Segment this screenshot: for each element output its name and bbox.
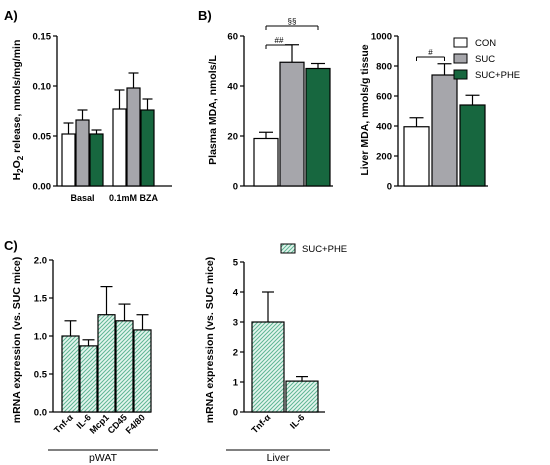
chart-c1-y-tick-label: 0.5 [34, 370, 48, 381]
chart-b-liver-mda: 0 200 400 600 800 1000 # [371, 32, 488, 193]
chart-c1-bar-2 [97, 314, 116, 413]
legend-swatch-con [453, 37, 468, 48]
chart-b1-bar-suc [279, 61, 305, 187]
chart-c2-y-tick-label: 1 [233, 378, 239, 389]
chart-a-bar-con-1 [112, 108, 127, 187]
chart-a-y-tick-label: 0.10 [33, 82, 52, 93]
chart-c2-y-tick-label: 2 [233, 348, 238, 359]
chart-c2-y-tick-label: 0 [233, 408, 238, 419]
legend-label-con: CON [475, 38, 496, 49]
chart-b2-sig-label: # [428, 48, 433, 57]
legend-swatch-suc-phe [453, 69, 468, 80]
chart-b-plasma-mda: 0 20 40 60 ## §§ [227, 17, 333, 193]
legend-bottom: SUC+PHE [280, 243, 347, 255]
chart-b1-sig-label: §§ [288, 17, 297, 26]
chart-b2-y-tick-label: 800 [376, 62, 392, 73]
legend-label-suc-phe-bottom: SUC+PHE [302, 244, 347, 255]
y-axis-title-a: H2O2 release, nmols/mg/min [11, 40, 25, 181]
chart-c1-category-label: CD45 [106, 412, 129, 435]
legend-label-suc: SUC [475, 54, 495, 65]
chart-a-bar-suc-phe-1 [140, 109, 155, 187]
chart-a-h2o2: 0.00 0.05 0.10 0.15 Basal 0.1mM BZA [33, 32, 172, 203]
chart-c2-y-tick-label: 3 [233, 318, 238, 329]
chart-b2-bar-con [403, 126, 430, 187]
panel-label-b: B) [198, 8, 212, 23]
chart-b1-sig-label: ## [275, 36, 284, 45]
chart-c1-group-label: pWAT [89, 452, 118, 464]
chart-a-category-label: 0.1mM BZA [109, 193, 159, 203]
chart-c1-category-label: Tnf-α [52, 412, 75, 435]
chart-c2-y-tick-label: 4 [233, 288, 239, 299]
chart-b2-y-tick-label: 200 [376, 152, 392, 163]
chart-c-liver: 0 1 2 3 4 5 Tnf-α IL-6 Liver [226, 258, 330, 464]
chart-b1-y-tick-label: 0 [233, 182, 238, 193]
chart-a-y-tick-label: 0.00 [33, 182, 52, 193]
chart-b2-y-tick-label: 1000 [371, 32, 392, 43]
panel-label-a: A) [4, 8, 18, 23]
y-axis-title-b1: Plasma MDA, nmols/L [207, 55, 219, 165]
chart-c1-bar-0 [61, 335, 80, 413]
y-axis-title-c1: mRNA expression (vs. SUC mice) [11, 257, 23, 424]
chart-b2-bar-suc [431, 74, 458, 187]
legend-top: CON SUC SUC+PHE [453, 37, 520, 81]
legend-swatch-suc [453, 53, 468, 64]
chart-c1-bar-3 [115, 320, 134, 413]
chart-b2-bar-suc-phe [459, 104, 486, 187]
chart-c2-bar-0 [251, 321, 285, 413]
chart-c2-y-tick-label: 5 [233, 258, 239, 269]
chart-c2-category-label: Tnf-α [249, 412, 272, 435]
chart-b2-y-tick-label: 600 [376, 92, 392, 103]
chart-c1-category-label: F4/80 [124, 412, 147, 435]
chart-a-bar-suc-phe-0 [89, 133, 104, 187]
chart-c1-bar-4 [133, 329, 152, 413]
panel-label-c: C) [4, 238, 18, 253]
chart-c1-bar-1 [79, 345, 98, 413]
chart-a-y-tick-label: 0.15 [33, 32, 52, 43]
chart-a-category-label: Basal [70, 193, 94, 203]
legend-label-suc-phe: SUC+PHE [475, 70, 520, 81]
chart-a-bar-suc-1 [126, 87, 141, 187]
chart-a-bar-suc-0 [75, 119, 90, 187]
chart-c1-category-label: Mcp1 [88, 412, 111, 435]
chart-b2-y-tick-label: 0 [387, 182, 392, 193]
chart-c1-y-tick-label: 2.0 [34, 256, 47, 267]
chart-c1-y-tick-label: 1.5 [34, 294, 48, 305]
chart-c1-y-tick-label: 0.0 [34, 408, 47, 419]
chart-a-bar-con-0 [61, 133, 76, 187]
chart-b1-y-tick-label: 20 [227, 132, 238, 143]
chart-b1-y-tick-label: 40 [227, 82, 238, 93]
chart-b1-bar-suc-phe [305, 67, 331, 187]
y-axis-title-b2: Liver MDA, nmols/g tissue [359, 44, 371, 175]
legend-swatch-suc-phe-hatched [280, 243, 296, 254]
chart-b1-y-tick-label: 60 [227, 32, 238, 43]
chart-c2-category-label: IL-6 [288, 412, 306, 430]
chart-c1-y-tick-label: 1.0 [34, 332, 47, 343]
chart-a-y-tick-label: 0.05 [33, 132, 52, 143]
chart-b1-bar-con [253, 137, 279, 187]
chart-b2-y-tick-label: 400 [376, 122, 392, 133]
chart-c2-group-label: Liver [267, 452, 290, 464]
chart-c2-bar-1 [285, 380, 319, 413]
y-axis-title-c2: mRNA expression (vs. SUC mice) [204, 257, 216, 424]
